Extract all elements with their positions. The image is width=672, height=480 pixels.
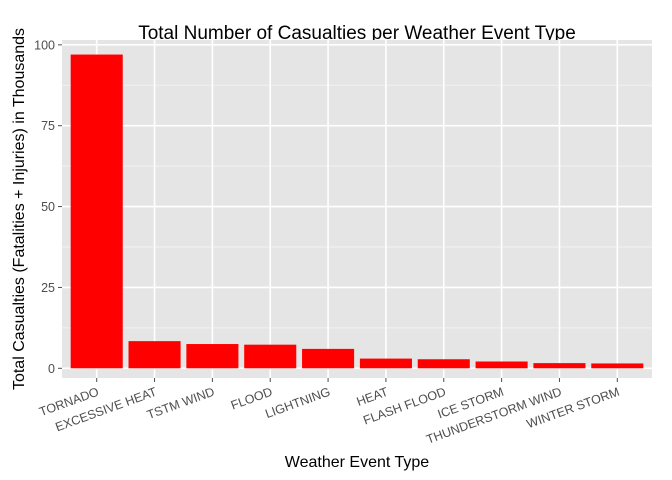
x-tick-label: EXCESSIVE HEAT: [53, 385, 158, 435]
bar-heat: [359, 358, 412, 369]
bar-tornado: [70, 54, 123, 369]
bar-winter-storm: [591, 363, 644, 369]
bar-flash-flood: [417, 359, 470, 369]
y-tick-label: 0: [48, 362, 55, 376]
bars: [70, 54, 644, 369]
bar-thunderstorm-wind: [533, 363, 586, 369]
x-tick-label: LIGHTNING: [263, 385, 332, 421]
bar-ice-storm: [475, 361, 528, 369]
y-tick-label: 25: [41, 281, 55, 295]
y-tick-label: 75: [41, 119, 55, 133]
bar-tstm-wind: [186, 344, 239, 369]
y-tick-label: 100: [34, 38, 55, 52]
chart-title: Total Number of Casualties per Weather E…: [138, 23, 576, 44]
y-axis-label: Total Casualties (Fatalities + Injuries)…: [11, 28, 28, 390]
plot-panel: [62, 40, 652, 378]
bar-lightning: [302, 348, 355, 369]
bar-excessive-heat: [128, 341, 181, 369]
minor-gridlines: [62, 84, 652, 329]
x-axis-label: Weather Event Type: [285, 454, 429, 471]
y-axis-ticks: 0 25 50 75 100: [34, 38, 62, 376]
y-tick-label: 50: [41, 200, 55, 214]
bar-flood: [244, 344, 297, 369]
